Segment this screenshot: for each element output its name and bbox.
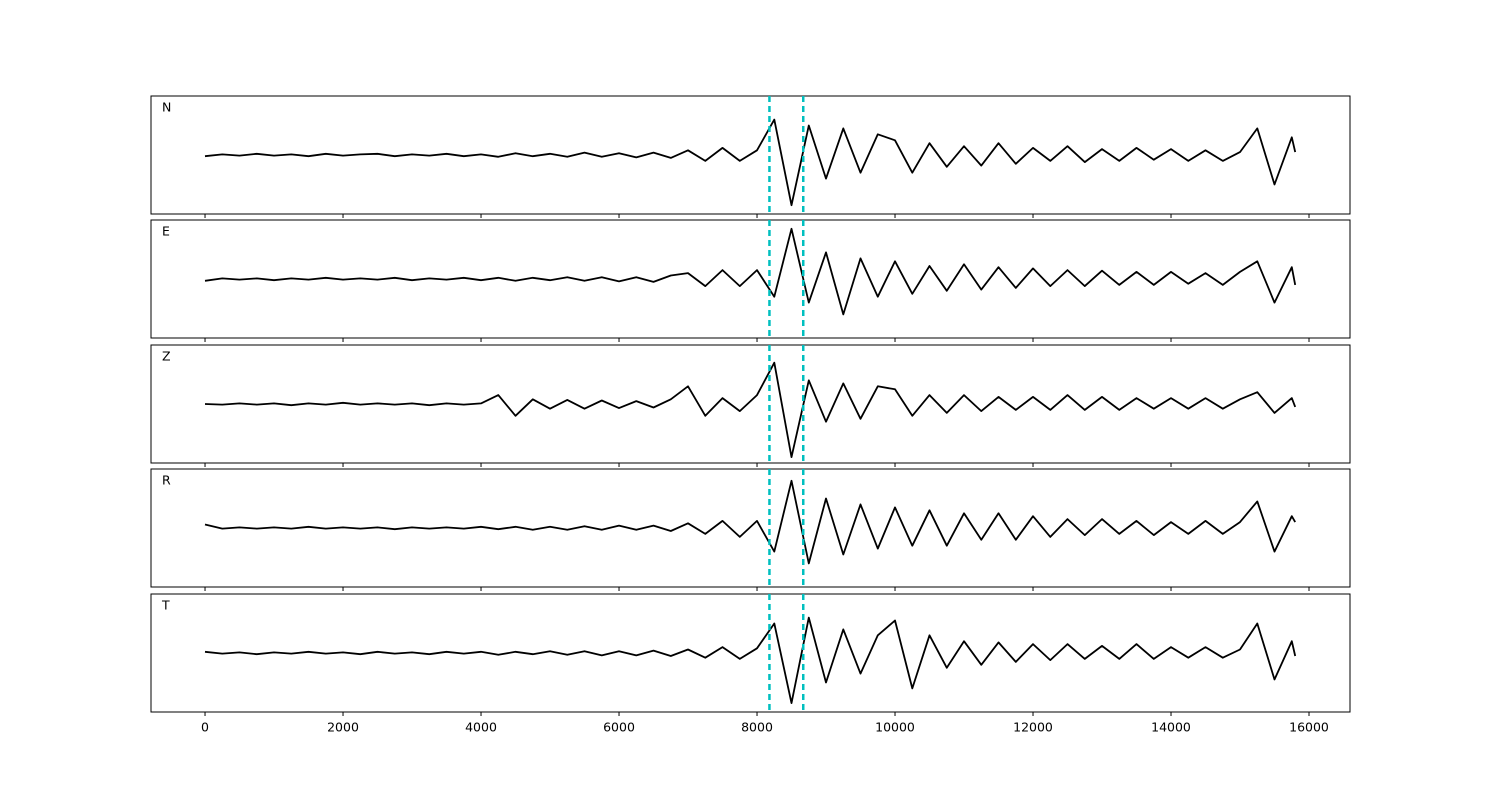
panel-label: E (162, 224, 170, 239)
x-tick-label: 4000 (465, 720, 497, 735)
x-tick-label: 6000 (603, 720, 635, 735)
panel-label: T (161, 598, 170, 613)
x-tick-label: 8000 (741, 720, 773, 735)
x-tick-label: 2000 (327, 720, 359, 735)
x-tick-label: 0 (201, 720, 209, 735)
trace (204, 479, 1296, 565)
trace (204, 616, 1297, 704)
panel-label: Z (162, 349, 171, 364)
panel-frame (150, 468, 1351, 588)
trace (204, 118, 1297, 207)
trace (204, 227, 1297, 316)
x-tick-label: 16000 (1289, 720, 1329, 735)
x-tick-label: 10000 (875, 720, 915, 735)
x-tick-label: 12000 (1013, 720, 1053, 735)
panel-label: N (162, 100, 171, 115)
trace (204, 361, 1297, 458)
panel-frame (150, 344, 1351, 464)
x-tick-label: 14000 (1151, 720, 1191, 735)
panel-label: R (162, 473, 171, 488)
panel-frame (150, 593, 1351, 713)
panel-frame (150, 95, 1351, 215)
panel-frame (150, 219, 1351, 339)
